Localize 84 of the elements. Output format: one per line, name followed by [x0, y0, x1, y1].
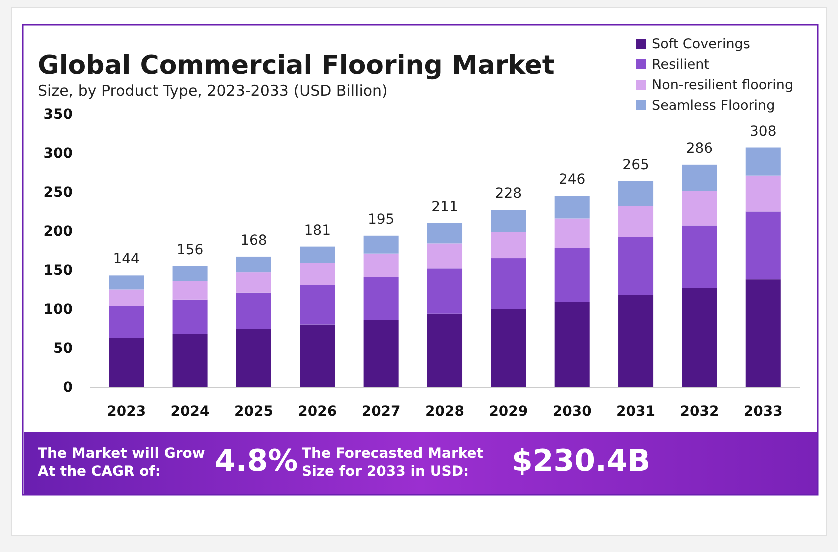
bar [172, 300, 208, 334]
total-label: 144 [113, 252, 140, 268]
chart-subtitle: Size, by Product Type, 2023-2033 (USD Billion) [38, 82, 388, 100]
legend-label: Resilient [652, 57, 710, 73]
bar [172, 281, 208, 300]
legend-label: Soft Coverings [652, 36, 750, 52]
x-tick-label: 2033 [744, 404, 783, 420]
bar [491, 258, 526, 310]
chart-title: Global Commercial Flooring Market [38, 51, 555, 81]
bar [554, 218, 590, 248]
y-tick-label: 200 [44, 224, 74, 240]
total-label: 181 [304, 222, 332, 239]
bar [300, 246, 336, 264]
bar [172, 334, 208, 388]
bar [554, 302, 590, 388]
bar [682, 191, 718, 226]
x-tick-label: 2030 [552, 404, 592, 420]
text: $230.4B [512, 444, 651, 480]
bar [109, 276, 144, 290]
bar [682, 288, 718, 388]
y-tick-label: 150 [44, 262, 74, 279]
bar [682, 226, 718, 288]
bar [172, 266, 208, 282]
bar [109, 338, 144, 388]
total-label: 246 [558, 172, 586, 188]
bar [109, 306, 144, 338]
bar [491, 309, 526, 388]
bar [236, 256, 272, 273]
bar [427, 268, 463, 314]
bar [618, 295, 654, 388]
bar [427, 244, 463, 269]
y-tick-label: 300 [44, 146, 74, 162]
total-label: 308 [750, 124, 777, 140]
bar [618, 181, 654, 206]
bar [427, 223, 463, 244]
bar [491, 210, 526, 232]
text: The Market will Grow At the CAGR of: [38, 446, 206, 480]
x-tick-label: 2026 [298, 404, 338, 420]
bar [300, 285, 336, 325]
bar [236, 292, 272, 330]
text: The Forecasted Market Size for 2033 in USD: [302, 446, 484, 480]
bar [364, 320, 399, 388]
bar [554, 248, 590, 302]
bar [300, 324, 336, 388]
bar [364, 236, 399, 254]
bar [109, 290, 144, 306]
total-label: 168 [240, 232, 268, 249]
x-tick-label: 2025 [234, 404, 274, 420]
x-tick-label: 2023 [107, 404, 146, 420]
y-tick-label: 350 [44, 106, 74, 123]
legend-label: Seamless Flooring [652, 98, 776, 114]
x-tick-label: 2031 [616, 404, 656, 420]
bar [236, 330, 272, 388]
bar [618, 206, 654, 238]
bar [746, 280, 781, 388]
legend-label: Non-resilient flooring [652, 78, 794, 94]
total-label: 211 [432, 199, 458, 216]
bar [746, 212, 781, 280]
total-label: 286 [686, 140, 714, 157]
bar [746, 148, 781, 176]
bar [427, 314, 463, 388]
y-tick-label: 50 [54, 340, 74, 357]
total-label: 228 [495, 186, 522, 202]
x-tick-label: 2029 [489, 404, 528, 420]
bar [554, 196, 590, 219]
x-tick-label: 2024 [170, 404, 210, 420]
bar [364, 254, 399, 278]
x-tick-label: 2027 [362, 404, 401, 420]
y-tick-label: 100 [44, 302, 74, 318]
bar [618, 237, 654, 296]
total-label: 195 [368, 212, 395, 228]
y-tick-label: 0 [63, 380, 74, 396]
x-tick-label: 2028 [426, 404, 464, 420]
bar [682, 164, 718, 192]
total-label: 265 [622, 157, 650, 174]
bar [236, 272, 272, 293]
bar [491, 232, 526, 259]
bar [746, 176, 781, 212]
bar [300, 263, 336, 286]
text: 4.8% [215, 444, 298, 480]
total-label: 156 [176, 242, 204, 258]
y-tick-label: 250 [44, 184, 74, 201]
x-tick-label: 2032 [680, 404, 720, 420]
bar [364, 277, 399, 320]
